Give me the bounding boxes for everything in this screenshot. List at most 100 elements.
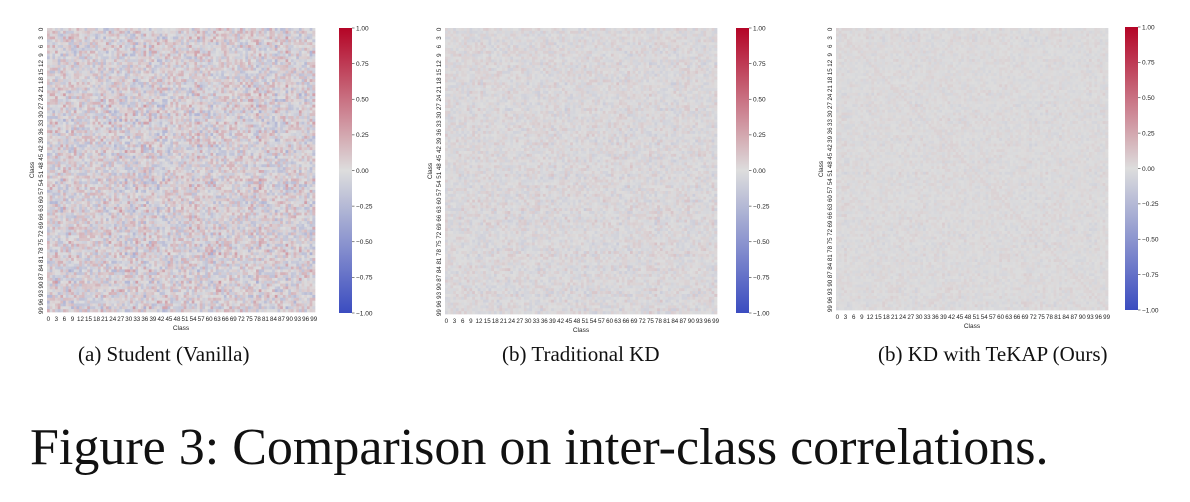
heatmap-cell xyxy=(95,45,98,48)
heatmap-cell xyxy=(176,116,179,119)
heatmap-cell xyxy=(232,130,235,133)
heatmap-cell xyxy=(286,113,289,116)
heatmap-cell xyxy=(119,156,122,159)
heatmap-cell xyxy=(275,110,278,113)
heatmap-cell xyxy=(141,34,144,37)
heatmap-cell xyxy=(76,59,79,62)
heatmap-cell xyxy=(302,90,305,93)
heatmap-cell xyxy=(114,108,117,111)
heatmap-cell xyxy=(243,48,246,51)
heatmap-cell xyxy=(307,90,310,93)
heatmap-cell xyxy=(154,122,157,125)
heatmap-cell xyxy=(291,59,294,62)
heatmap-cell xyxy=(178,147,181,150)
heatmap-cell xyxy=(168,125,171,128)
heatmap-cell xyxy=(111,28,114,31)
heatmap-cell xyxy=(280,96,283,99)
heatmap-cell xyxy=(304,139,307,142)
heatmap-cell xyxy=(291,31,294,34)
heatmap-cell xyxy=(143,127,146,130)
heatmap-cell xyxy=(95,125,98,128)
heatmap-cell xyxy=(216,82,219,85)
heatmap-cell xyxy=(224,136,227,139)
heatmap-cell xyxy=(251,113,254,116)
heatmap-cell xyxy=(280,99,283,102)
heatmap-cell xyxy=(272,62,275,65)
heatmap-cell xyxy=(232,85,235,88)
heatmap-cell xyxy=(141,161,144,164)
heatmap-cell xyxy=(208,28,211,31)
heatmap-cell xyxy=(160,59,163,62)
heatmap-cell xyxy=(253,147,256,150)
heatmap-cell xyxy=(125,125,128,128)
heatmap-cell xyxy=(277,153,280,156)
heatmap-cell xyxy=(138,85,141,88)
heatmap-cell xyxy=(219,156,222,159)
heatmap-cell xyxy=(95,65,98,68)
heatmap-cell xyxy=(87,116,90,119)
heatmap-cell xyxy=(288,159,291,162)
heatmap-cell xyxy=(66,37,69,40)
heatmap-cell xyxy=(162,65,165,68)
heatmap-cell xyxy=(66,76,69,79)
heatmap-cell xyxy=(141,110,144,113)
heatmap-cell xyxy=(240,51,243,54)
heatmap-cell xyxy=(127,48,130,51)
heatmap-cell xyxy=(304,82,307,85)
heatmap-cell xyxy=(296,127,299,130)
heatmap-cell xyxy=(154,31,157,34)
heatmap-cell xyxy=(95,51,98,54)
heatmap-cell xyxy=(66,34,69,37)
heatmap-cell xyxy=(189,73,192,76)
heatmap-cell xyxy=(157,73,160,76)
heatmap-cell xyxy=(280,133,283,136)
heatmap-cell xyxy=(135,68,138,71)
heatmap-cell xyxy=(152,153,155,156)
heatmap-cell xyxy=(101,48,104,51)
heatmap-cell xyxy=(224,113,227,116)
heatmap-cell xyxy=(60,147,63,150)
heatmap-cell xyxy=(184,71,187,74)
heatmap-cell xyxy=(304,88,307,91)
heatmap-cell xyxy=(133,116,136,119)
heatmap-cell xyxy=(237,65,240,68)
heatmap-cell xyxy=(170,76,173,79)
heatmap-cell xyxy=(165,90,168,93)
heatmap-cell xyxy=(280,153,283,156)
heatmap-cell xyxy=(135,54,138,57)
heatmap-cell xyxy=(138,51,141,54)
heatmap-cell xyxy=(165,71,168,74)
heatmap-cell xyxy=(127,113,130,116)
heatmap-cell xyxy=(259,130,262,133)
heatmap-cell xyxy=(202,96,205,99)
heatmap-cell xyxy=(95,37,98,40)
heatmap-cell xyxy=(189,45,192,48)
heatmap-cell xyxy=(200,90,203,93)
heatmap-cell xyxy=(253,164,256,167)
heatmap-cell xyxy=(74,102,77,105)
heatmap-cell xyxy=(154,150,157,153)
heatmap-cell xyxy=(197,90,200,93)
heatmap-cell xyxy=(85,139,88,142)
heatmap-cell xyxy=(189,62,192,65)
heatmap-cell xyxy=(224,150,227,153)
heatmap-cell xyxy=(216,119,219,122)
heatmap-cell xyxy=(200,76,203,79)
heatmap-cell xyxy=(296,113,299,116)
heatmap-cell xyxy=(256,144,259,147)
heatmap-cell xyxy=(245,48,248,51)
heatmap-cell xyxy=(216,90,219,93)
heatmap-cell xyxy=(173,150,176,153)
heatmap-cell xyxy=(312,73,315,76)
heatmap-cell xyxy=(224,116,227,119)
heatmap-cell xyxy=(82,105,85,108)
heatmap-cell xyxy=(267,136,270,139)
heatmap-cell xyxy=(224,99,227,102)
heatmap-cell xyxy=(66,51,69,54)
heatmap-cell xyxy=(111,127,114,130)
heatmap-cell xyxy=(243,164,246,167)
heatmap-cell xyxy=(138,34,141,37)
heatmap-cell xyxy=(267,133,270,136)
heatmap-cell xyxy=(251,42,254,45)
heatmap-cell xyxy=(178,116,181,119)
